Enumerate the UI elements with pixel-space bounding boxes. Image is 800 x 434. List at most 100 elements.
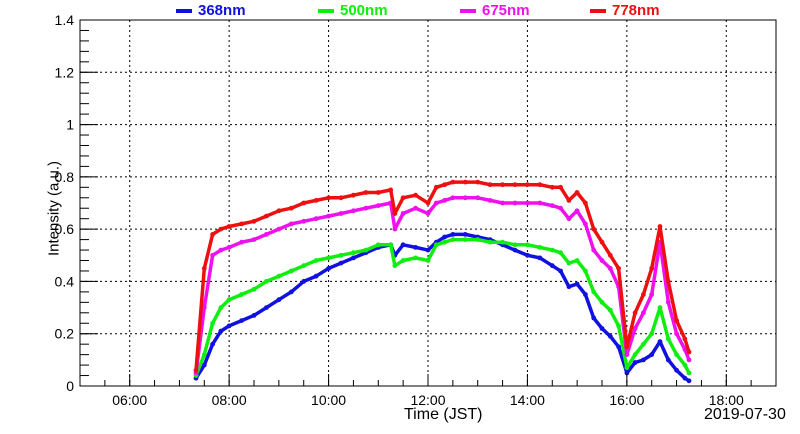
series-675nm — [193, 195, 692, 376]
legend-swatch-368nm — [176, 8, 192, 13]
data-point — [400, 258, 406, 263]
data-point — [201, 266, 207, 271]
data-point — [641, 292, 646, 297]
legend-item-368nm: 368nm — [176, 2, 246, 19]
data-point — [607, 266, 613, 271]
data-point — [264, 232, 269, 237]
data-point — [276, 226, 282, 232]
data-point — [641, 357, 646, 363]
data-point — [624, 352, 630, 357]
data-point — [549, 203, 555, 209]
data-point — [433, 242, 439, 248]
data-point — [632, 310, 638, 316]
data-point — [450, 237, 456, 243]
data-point — [400, 211, 406, 216]
data-point — [251, 313, 257, 318]
legend-label-500nm: 500nm — [340, 2, 388, 19]
data-point — [657, 224, 663, 229]
data-point — [583, 200, 588, 206]
x-axis-label: Time (JST) — [404, 406, 483, 423]
data-point — [413, 245, 418, 250]
data-point — [392, 226, 398, 232]
data-point — [599, 239, 605, 245]
series-778nm — [193, 179, 692, 373]
data-point — [251, 286, 257, 292]
data-point — [558, 184, 563, 190]
legend-item-675nm: 675nm — [460, 2, 530, 19]
data-point — [599, 326, 605, 331]
y-tick-label: 0 — [66, 378, 74, 394]
data-point — [599, 299, 605, 305]
data-point — [549, 263, 555, 269]
data-point — [607, 333, 613, 339]
data-point — [218, 328, 224, 334]
data-point — [433, 184, 439, 190]
legend-item-778nm: 778nm — [590, 2, 660, 19]
data-point — [239, 221, 245, 227]
data-point — [566, 260, 572, 266]
data-point — [591, 315, 597, 321]
data-point — [276, 273, 282, 279]
data-point — [657, 305, 663, 310]
data-point — [549, 184, 555, 190]
data-point — [201, 305, 207, 310]
data-point — [591, 247, 597, 253]
data-point — [288, 268, 294, 274]
data-point — [413, 192, 418, 198]
x-tick-label: 12:00 — [410, 392, 445, 408]
data-point — [583, 292, 588, 297]
data-point — [210, 320, 216, 326]
data-point — [674, 352, 679, 357]
data-point — [500, 239, 505, 245]
series-500nm — [193, 237, 692, 378]
y-tick-label: 1.4 — [55, 12, 75, 28]
x-tick-label: 10:00 — [311, 392, 346, 408]
data-point — [239, 292, 245, 297]
y-tick-label: 0.8 — [55, 169, 75, 185]
data-point — [413, 255, 418, 261]
data-point — [475, 195, 481, 201]
data-point — [674, 367, 679, 373]
series-line-675nm — [194, 196, 691, 374]
data-point — [251, 218, 257, 224]
data-point — [616, 344, 621, 350]
data-point — [583, 221, 588, 227]
data-point — [226, 323, 232, 329]
series-layer — [193, 179, 692, 384]
data-point — [288, 221, 294, 227]
data-point — [338, 195, 344, 201]
data-point — [425, 200, 431, 206]
data-point — [607, 252, 613, 258]
data-point — [433, 200, 439, 206]
data-point — [512, 242, 518, 248]
y-tick-label: 0.6 — [55, 221, 75, 237]
data-point — [616, 323, 621, 329]
data-point — [288, 205, 294, 211]
data-point — [462, 179, 468, 185]
data-point — [301, 279, 307, 284]
data-point — [326, 255, 331, 261]
data-point — [326, 195, 331, 201]
data-point — [558, 268, 563, 274]
data-point — [442, 198, 447, 203]
y-tick-label: 0.2 — [55, 326, 75, 342]
data-point — [686, 349, 692, 355]
axis-ticks: 06:00 08:00 10:00 12:00 14:00 16:00 18:00 0 0.2 0… — [55, 12, 777, 408]
x-tick-label: 06:00 — [112, 392, 147, 408]
data-point — [558, 250, 563, 256]
data-point — [682, 336, 688, 342]
y-tick-label: 1.2 — [55, 64, 75, 80]
data-point — [525, 242, 530, 248]
data-point — [264, 213, 269, 219]
data-point — [462, 232, 468, 237]
data-point — [537, 182, 543, 188]
data-point — [388, 187, 394, 193]
data-point — [641, 341, 646, 347]
data-point — [288, 289, 294, 295]
data-point — [475, 179, 481, 185]
legend-swatch-778nm — [590, 8, 606, 13]
data-point — [392, 211, 398, 216]
data-point — [351, 192, 356, 198]
data-point — [649, 352, 655, 357]
data-point — [674, 331, 679, 337]
